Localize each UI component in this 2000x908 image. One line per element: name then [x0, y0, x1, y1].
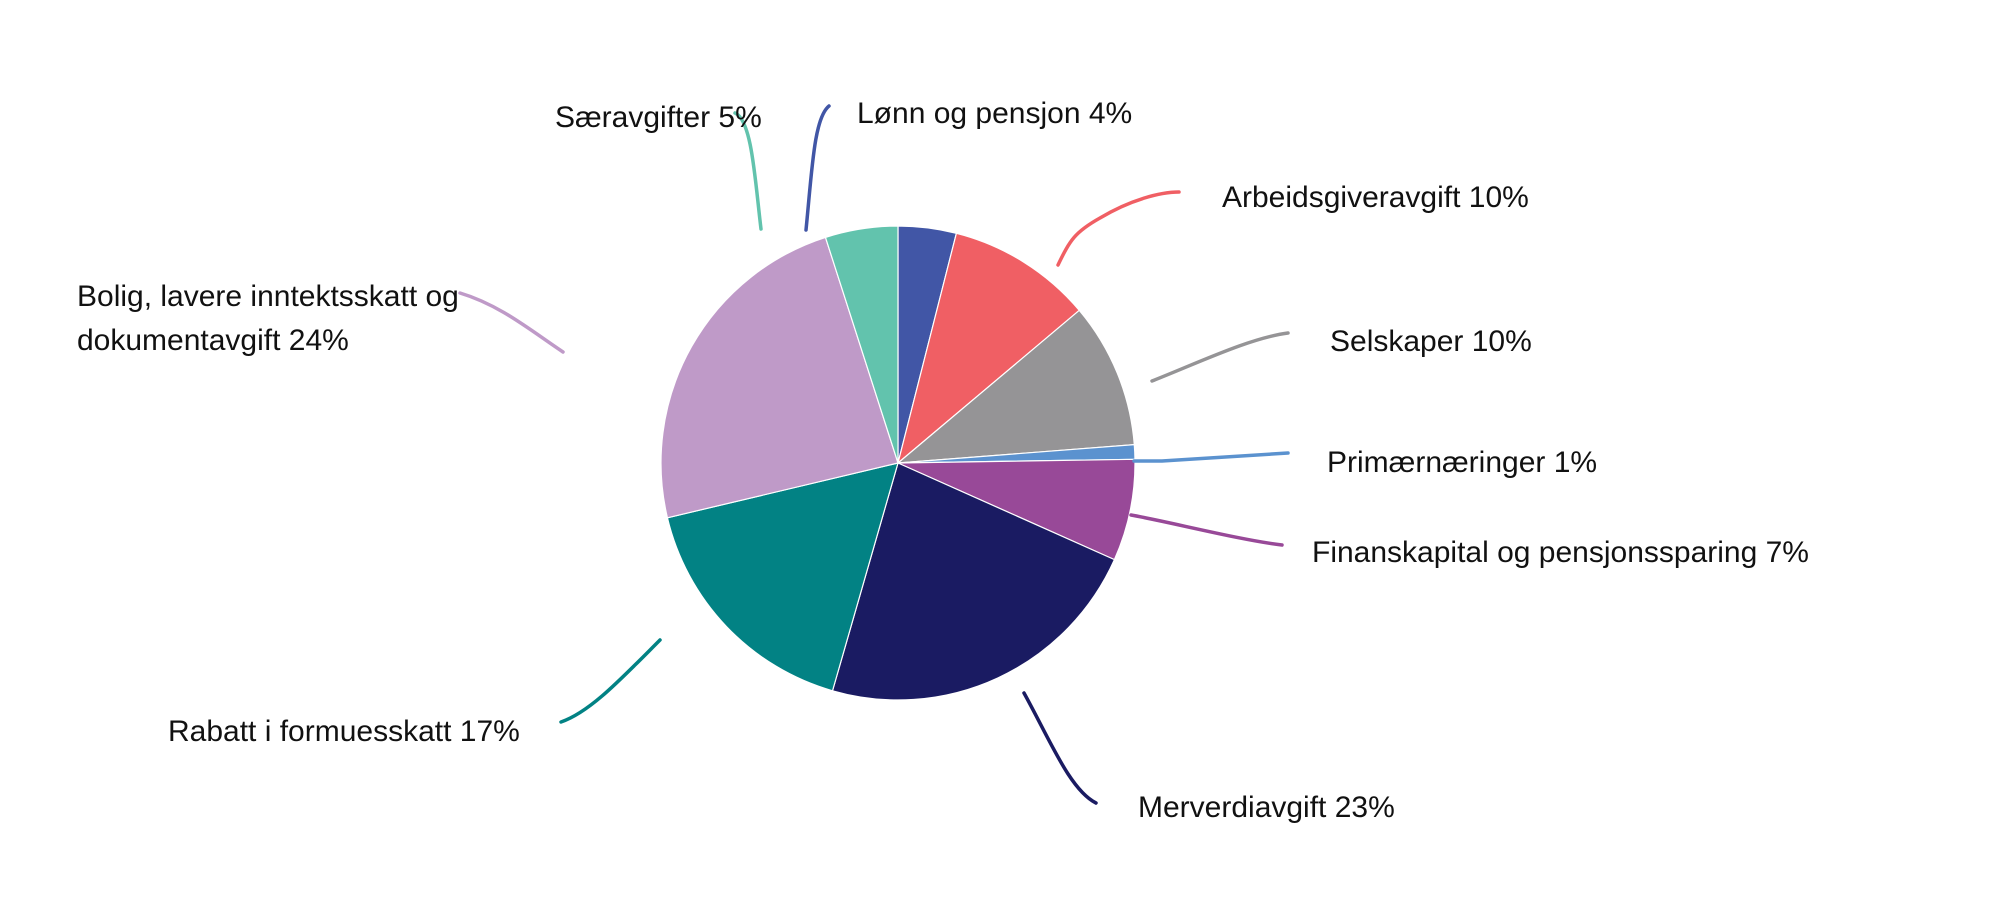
pie-slice: [896, 232, 1081, 465]
pie-slice: [896, 309, 1135, 464]
leader-line: [1132, 451, 1290, 463]
pie-slice: [660, 236, 899, 519]
label-saeravgifter: Særavgifter 5%: [555, 101, 762, 134]
label-merverdiavgift: Merverdiavgift 23%: [1138, 791, 1395, 824]
pie-slice: [666, 462, 899, 692]
leader-lines: [458, 104, 1290, 805]
label-primaerneringer: Primærnæringer 1%: [1327, 446, 1598, 479]
leader-line: [1022, 691, 1098, 805]
leader-line: [1150, 331, 1290, 383]
label-arbeidsgiveravgift: Arbeidsgiveravgift 10%: [1222, 181, 1529, 214]
leader-line: [458, 291, 565, 354]
leader-line: [1056, 190, 1181, 267]
leader-line: [559, 638, 662, 724]
pie-slices: [660, 225, 1136, 701]
label-selskaper: Selskaper 10%: [1330, 325, 1532, 358]
leader-line: [733, 111, 763, 231]
pie-slice: [824, 225, 899, 464]
leader-line: [1129, 513, 1284, 547]
label-finanskapital: Finanskapital og pensjonssparing 7%: [1312, 536, 1809, 569]
label-bolig: Bolig, lavere inntektsskatt og dokumenta…: [77, 280, 459, 357]
label-rabatt-formuesskatt: Rabatt i formuesskatt 17%: [168, 715, 520, 748]
leader-line: [804, 104, 831, 232]
label-lonn-og-pensjon: Lønn og pensjon 4%: [857, 97, 1133, 130]
pie-slice: [831, 462, 1116, 701]
